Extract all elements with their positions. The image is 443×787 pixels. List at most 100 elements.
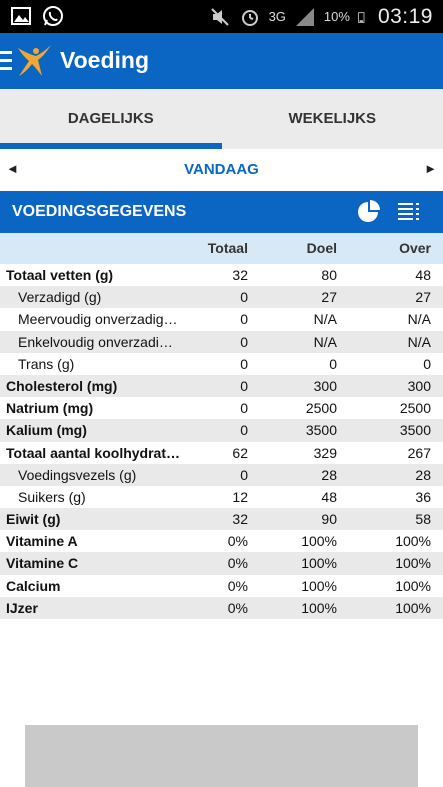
table-header: Totaal Doel Over xyxy=(0,233,443,264)
pie-chart-icon[interactable] xyxy=(356,200,380,224)
nutrient-over: 27 xyxy=(415,289,431,306)
nutrient-over: 100% xyxy=(395,599,431,616)
nutrient-total: 32 xyxy=(232,511,248,528)
status-bar: 3G 10% 03:19 xyxy=(0,0,443,33)
nutrient-goal: 100% xyxy=(301,555,337,572)
nutrient-goal: 100% xyxy=(301,599,337,616)
battery-icon xyxy=(358,11,365,23)
nutrient-total: 0 xyxy=(240,333,248,350)
page-title: Voeding xyxy=(60,47,150,73)
nutrient-total: 32 xyxy=(232,267,248,283)
nutrient-goal: 90 xyxy=(321,511,337,528)
table-row: Enkelvoudig onverzadigd (g) 0 N/A N/A xyxy=(0,330,443,353)
nutrient-name: Vitamine A xyxy=(6,533,78,550)
nutrient-total: 62 xyxy=(232,444,248,461)
nutrient-goal: 2500 xyxy=(305,400,337,417)
nutrient-goal: N/A xyxy=(313,311,337,328)
nutrient-over: N/A xyxy=(407,311,431,328)
nutrient-total: 0 xyxy=(240,466,248,483)
table-row: Cholesterol (mg) 0 300 300 xyxy=(0,374,443,398)
nutrient-total: 0 xyxy=(240,377,248,394)
nutrient-over: 0 xyxy=(423,355,431,372)
table-row: Verzadigd (g) 0 27 27 xyxy=(0,286,443,309)
nutrient-goal: 28 xyxy=(321,466,337,483)
table-row: Natrium (mg) 0 2500 2500 xyxy=(0,397,443,419)
nutrient-over: 100% xyxy=(395,555,431,572)
tab-bar: DAGELIJKS WEKELIJKS xyxy=(0,89,443,149)
nutrient-over: N/A xyxy=(407,333,431,350)
nutrient-name: Enkelvoudig onverzadigd (g) xyxy=(18,333,180,350)
nutrient-name: Natrium (mg) xyxy=(6,400,94,417)
table-row: Vitamine C 0% 100% 100% xyxy=(0,552,443,575)
table-row: Eiwit (g) 32 90 58 xyxy=(0,508,443,531)
nutrient-name: Calcium xyxy=(6,577,61,594)
nutrient-total: 0% xyxy=(227,555,248,572)
nutrient-over: 267 xyxy=(407,444,431,461)
date-label[interactable]: VANDAAG xyxy=(184,161,259,178)
nutrient-goal: 300 xyxy=(313,377,337,394)
nutrient-name: Eiwit (g) xyxy=(6,511,61,528)
nutrient-total: 0 xyxy=(240,422,248,439)
table-row: Kalium (mg) 0 3500 3500 xyxy=(0,419,443,442)
network-type: 3G xyxy=(268,9,286,24)
nutrient-name: Vitamine C xyxy=(6,555,79,572)
nutrient-goal: N/A xyxy=(313,333,337,350)
tab-daily[interactable]: DAGELIJKS xyxy=(0,89,222,149)
mute-icon xyxy=(210,7,229,26)
app-logo-icon[interactable] xyxy=(14,42,54,80)
nutrient-name: Verzadigd (g) xyxy=(18,289,102,306)
tab-weekly[interactable]: WEKELIJKS xyxy=(288,110,376,127)
section-title: VOEDINGSGEGEVENS xyxy=(12,203,187,220)
gallery-icon xyxy=(11,7,31,25)
nutrient-total: 0 xyxy=(240,355,248,372)
nutrient-goal: 100% xyxy=(301,533,337,550)
section-header: VOEDINGSGEGEVENS xyxy=(0,191,443,233)
nutrient-goal: 48 xyxy=(321,488,337,505)
nutrient-goal: 3500 xyxy=(305,422,337,439)
nutrient-total: 0% xyxy=(227,577,248,594)
alarm-icon xyxy=(241,9,258,26)
whatsapp-icon xyxy=(43,6,63,26)
nutrient-goal: 80 xyxy=(321,267,337,283)
nutrient-total: 12 xyxy=(232,488,248,505)
table-row: IJzer 0% 100% 100% xyxy=(0,596,443,619)
nutrient-over: 3500 xyxy=(399,422,431,439)
nutrient-name: Trans (g) xyxy=(18,355,75,372)
nutrient-goal: 329 xyxy=(313,444,337,461)
nutrient-over: 36 xyxy=(415,488,431,505)
nutrient-name: Voedingsvezels (g) xyxy=(18,466,137,483)
nutrient-goal: 100% xyxy=(301,577,337,594)
nutrient-total: 0 xyxy=(240,311,248,328)
column-header-goal: Doel xyxy=(306,240,337,256)
nutrient-total: 0 xyxy=(240,400,248,417)
signal-icon xyxy=(295,7,314,26)
table-row: Totaal aantal koolhydraten (g) 62 329 26… xyxy=(0,442,443,464)
nutrient-name: Meervoudig onverzadigd (g) xyxy=(18,311,180,328)
nutrient-name: Totaal vetten (g) xyxy=(6,267,114,283)
nutrition-table: Totaal Doel Over Totaal vetten (g) 32 80… xyxy=(0,233,443,619)
nutrient-goal: 0 xyxy=(329,355,337,372)
nutrient-over: 58 xyxy=(415,511,431,528)
nutrient-over: 100% xyxy=(395,577,431,594)
app-bar: Voeding xyxy=(0,33,443,89)
table-row: Trans (g) 0 0 0 xyxy=(0,353,443,375)
next-day-button[interactable]: ► xyxy=(424,161,437,176)
table-row: Meervoudig onverzadigd (g) 0 N/A N/A xyxy=(0,308,443,330)
table-row: Suikers (g) 12 48 36 xyxy=(0,486,443,508)
nutrient-name: Suikers (g) xyxy=(18,488,86,505)
nutrient-total: 0% xyxy=(227,599,248,616)
ad-banner[interactable] xyxy=(25,725,418,787)
battery-percent: 10% xyxy=(323,9,350,24)
table-row: Vitamine A 0% 100% 100% xyxy=(0,530,443,552)
nutrient-name: IJzer xyxy=(6,599,38,616)
date-navigator: ◄ VANDAAG ► xyxy=(0,149,443,191)
table-row: Calcium 0% 100% 100% xyxy=(0,575,443,597)
list-view-icon[interactable] xyxy=(397,200,421,224)
nutrient-over: 28 xyxy=(415,466,431,483)
nutrient-over: 48 xyxy=(415,267,431,283)
previous-day-button[interactable]: ◄ xyxy=(6,161,19,176)
clock: 03:19 xyxy=(377,4,433,28)
nutrient-name: Totaal aantal koolhydraten (g) xyxy=(6,444,180,461)
menu-icon[interactable] xyxy=(0,51,12,71)
table-row: Voedingsvezels (g) 0 28 28 xyxy=(0,463,443,486)
